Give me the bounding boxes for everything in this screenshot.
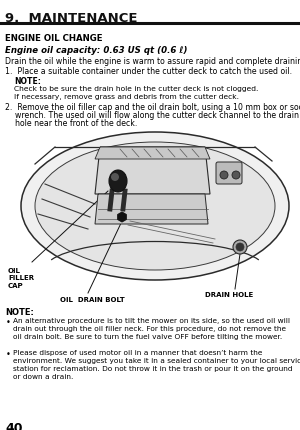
Text: 1.  Place a suitable container under the cutter deck to catch the used oil.: 1. Place a suitable container under the … [5, 67, 292, 76]
Text: Please dispose of used motor oil in a manner that doesn’t harm the
environment. : Please dispose of used motor oil in a ma… [13, 349, 300, 379]
Text: Check to be sure the drain hole in the cutter deck is not clogged.
If necessary,: Check to be sure the drain hole in the c… [14, 86, 258, 99]
Ellipse shape [109, 171, 127, 193]
Text: 9.  MAINTENANCE: 9. MAINTENANCE [5, 12, 137, 25]
Text: wrench. The used oil will flow along the cutter deck channel to the drain: wrench. The used oil will flow along the… [5, 111, 299, 120]
Text: DRAIN HOLE: DRAIN HOLE [205, 291, 253, 297]
Text: NOTE:: NOTE: [5, 307, 34, 316]
Text: Engine oil capacity: 0.63 US qt (0.6 ℓ): Engine oil capacity: 0.63 US qt (0.6 ℓ) [5, 46, 188, 55]
Ellipse shape [21, 133, 289, 280]
Circle shape [232, 172, 240, 180]
Text: NOTE:: NOTE: [14, 77, 41, 86]
Circle shape [233, 240, 247, 255]
Text: •: • [6, 349, 11, 358]
PathPatch shape [95, 194, 208, 224]
Ellipse shape [111, 174, 119, 181]
Text: hole near the front of the deck.: hole near the front of the deck. [5, 119, 137, 128]
Circle shape [236, 243, 244, 252]
Text: ENGINE OIL CHANGE: ENGINE OIL CHANGE [5, 34, 103, 43]
Text: 40: 40 [5, 421, 22, 430]
Text: 2.  Remove the oil filler cap and the oil drain bolt, using a 10 mm box or socke: 2. Remove the oil filler cap and the oil… [5, 103, 300, 112]
PathPatch shape [95, 147, 210, 160]
Circle shape [220, 172, 228, 180]
Text: OIL  DRAIN BOLT: OIL DRAIN BOLT [60, 296, 125, 302]
FancyBboxPatch shape [216, 163, 242, 184]
Ellipse shape [35, 143, 275, 270]
PathPatch shape [95, 147, 210, 194]
Text: Drain the oil while the engine is warm to assure rapid and complete draining.: Drain the oil while the engine is warm t… [5, 57, 300, 66]
Text: •: • [6, 317, 11, 326]
Text: An alternative procedure is to tilt the mower on its side, so the used oil will
: An alternative procedure is to tilt the … [13, 317, 290, 339]
Text: OIL
FILLER
CAP: OIL FILLER CAP [8, 267, 34, 289]
